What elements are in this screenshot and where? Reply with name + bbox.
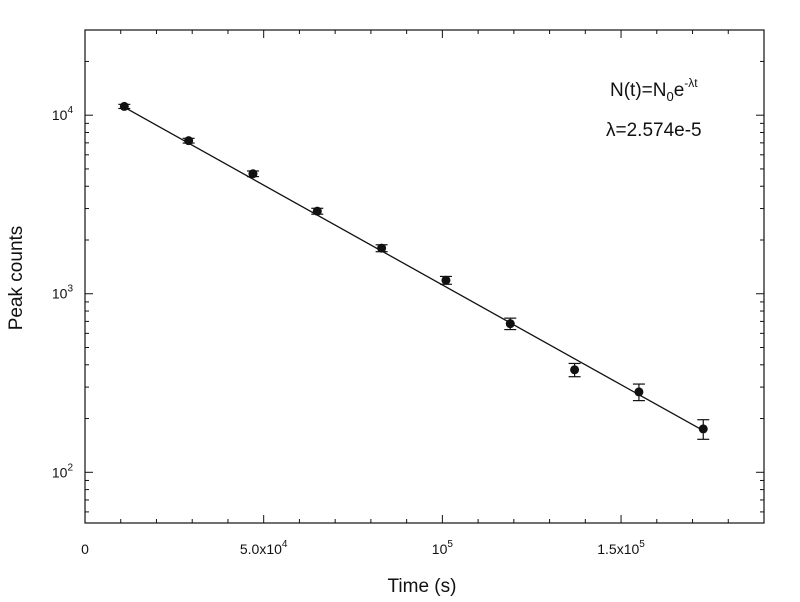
data-point-group bbox=[182, 136, 195, 146]
data-point-group bbox=[697, 419, 710, 440]
data-point-group bbox=[311, 206, 324, 216]
x-tick-label: 0 bbox=[81, 541, 89, 557]
y-tick-mantissa: 10 bbox=[52, 107, 68, 123]
data-point bbox=[441, 275, 451, 285]
data-point bbox=[377, 243, 387, 253]
y-tick-exponent: 2 bbox=[67, 462, 73, 473]
y-tick-exponent: 3 bbox=[67, 284, 73, 295]
data-point bbox=[698, 424, 708, 434]
data-points bbox=[118, 101, 710, 440]
formula-lhs: N(t)=N bbox=[610, 80, 666, 101]
axis-ticks bbox=[84, 29, 765, 523]
data-point-group bbox=[439, 275, 452, 285]
x-tick-exponent: 4 bbox=[282, 539, 288, 550]
y-tick-mantissa: 10 bbox=[52, 464, 68, 480]
y-tick-mantissa: 10 bbox=[52, 286, 68, 302]
x-tick-label: 5.0x104 bbox=[240, 539, 288, 557]
data-point bbox=[119, 101, 129, 111]
formula-subscript: 0 bbox=[666, 89, 673, 104]
data-point-group bbox=[504, 317, 517, 331]
x-tick-exponent: 5 bbox=[639, 539, 645, 550]
data-point bbox=[248, 169, 258, 179]
formula-base: e bbox=[674, 80, 685, 101]
y-tick-label: 104 bbox=[52, 105, 74, 123]
x-tick-mantissa: 5.0x10 bbox=[240, 541, 282, 557]
data-point bbox=[570, 365, 580, 375]
x-tick-exponent: 5 bbox=[447, 539, 453, 550]
data-point bbox=[312, 206, 322, 216]
lambda-annotation: λ=2.574e-5 bbox=[606, 120, 702, 141]
data-point-group bbox=[375, 243, 388, 253]
data-point-group bbox=[632, 383, 645, 402]
data-point-group bbox=[246, 169, 259, 179]
y-tick-label: 103 bbox=[52, 284, 74, 302]
x-tick-label: 1.5x105 bbox=[597, 539, 645, 557]
data-point-group bbox=[568, 362, 581, 378]
plot-frame bbox=[84, 29, 765, 524]
y-tick-exponent: 4 bbox=[67, 105, 73, 116]
x-axis-title: Time (s) bbox=[388, 576, 457, 597]
data-point bbox=[634, 387, 644, 397]
y-axis-title: Peak counts bbox=[6, 226, 27, 331]
data-point bbox=[505, 319, 515, 329]
formula-superscript: -λt bbox=[684, 76, 698, 90]
fit-curve bbox=[123, 106, 704, 432]
x-tick-mantissa: 10 bbox=[432, 541, 448, 557]
x-tick-label: 105 bbox=[432, 539, 454, 557]
data-point bbox=[184, 136, 194, 146]
data-point-group bbox=[118, 101, 131, 111]
fit-line bbox=[123, 106, 704, 432]
y-tick-label: 102 bbox=[52, 462, 74, 480]
x-tick-mantissa: 1.5x10 bbox=[597, 541, 639, 557]
formula-annotation: N(t)=N0e-λt bbox=[610, 76, 698, 104]
